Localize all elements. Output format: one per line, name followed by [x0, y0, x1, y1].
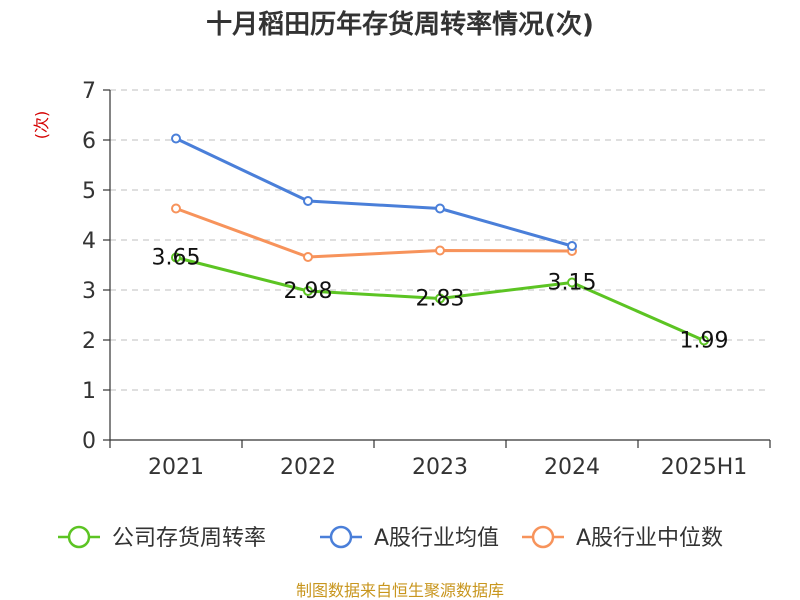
y-axis-unit-label: (次)	[32, 111, 51, 140]
series-line-2	[175, 207, 573, 259]
y-tick-label: 7	[82, 79, 96, 104]
series-line-1	[175, 137, 573, 248]
data-point	[171, 133, 181, 144]
source-note: 制图数据来自恒生聚源数据库	[296, 581, 504, 600]
y-tick-label: 3	[82, 279, 96, 304]
data-point	[699, 335, 709, 346]
series-lines	[171, 133, 709, 346]
x-tick-label: 2023	[412, 455, 468, 480]
data-point	[567, 277, 577, 288]
data-label: 3.15	[548, 271, 597, 296]
data-labels: 3.65 2.98 2.83 3.15 1.99	[152, 246, 729, 354]
data-point	[171, 203, 181, 214]
data-label: 2.98	[284, 279, 333, 304]
legend-marker-circle	[329, 525, 353, 549]
x-tick-label: 2024	[544, 455, 600, 480]
data-point	[435, 293, 445, 304]
legend-label: A股行业中位数	[576, 526, 723, 551]
data-point	[303, 286, 313, 296]
data-point	[303, 196, 313, 206]
chart-title: 十月稻田历年存货周转率情况(次)	[206, 9, 594, 40]
data-label: 1.99	[680, 329, 729, 354]
x-tick-label: 2022	[280, 455, 336, 480]
data-point	[171, 252, 181, 263]
legend-marker-circle	[67, 525, 91, 549]
data-label: 3.65	[152, 246, 201, 271]
x-tick-label: 2025H1	[661, 455, 748, 480]
x-tick-label: 2021	[148, 455, 204, 480]
y-tick-label: 0	[82, 429, 96, 454]
data-point	[435, 203, 445, 214]
y-tick-label: 2	[82, 329, 96, 354]
legend: 公司存货周转率 A股行业均值 A股行业中位数	[58, 525, 723, 551]
x-axis-ticks: 2021 2022 2023 2024 2025H1	[109, 440, 771, 480]
y-tick-label: 6	[82, 129, 96, 154]
legend-label: 公司存货周转率	[112, 526, 266, 551]
data-point	[435, 245, 445, 256]
legend-label: A股行业均值	[374, 526, 499, 551]
y-tick-label: 4	[82, 229, 96, 254]
legend-marker-circle	[531, 525, 555, 549]
gridlines	[110, 89, 770, 391]
y-axis-ticks: 0 1 2 3 4 5 6 7	[82, 79, 110, 454]
data-label: 2.83	[416, 287, 465, 312]
axes	[109, 90, 770, 441]
y-tick-label: 1	[82, 379, 96, 404]
data-point	[567, 241, 577, 251]
data-point	[303, 252, 313, 262]
y-tick-label: 5	[82, 179, 96, 204]
